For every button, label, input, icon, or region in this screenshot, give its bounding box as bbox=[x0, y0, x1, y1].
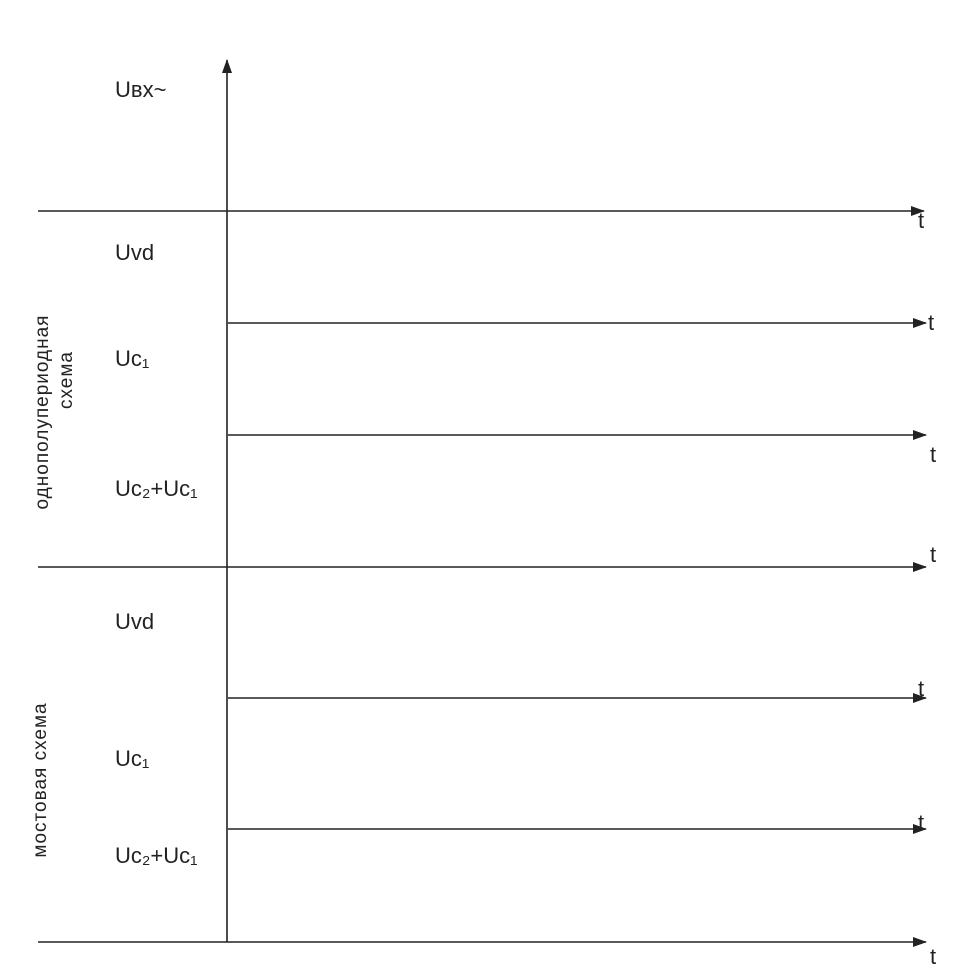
t-label: t bbox=[930, 542, 936, 567]
t-label: t bbox=[918, 810, 924, 835]
signal-label: Uc₁ bbox=[115, 746, 149, 771]
signal-label: Uc₁ bbox=[115, 346, 149, 371]
t-label: t bbox=[928, 310, 934, 335]
t-label: t bbox=[918, 208, 924, 233]
signal-label: Uc₂+Uc₁ bbox=[115, 843, 198, 868]
signal-label: Uvd bbox=[115, 240, 154, 265]
section-label: мостовая схема bbox=[30, 702, 51, 857]
signal-label: Uvd bbox=[115, 609, 154, 634]
section-label: однополупериодная bbox=[32, 315, 53, 510]
signal-label: Uвх~ bbox=[115, 77, 166, 102]
t-label: t bbox=[918, 676, 924, 701]
t-label: t bbox=[930, 944, 936, 969]
section-label: схема bbox=[56, 351, 77, 409]
t-label: t bbox=[930, 442, 936, 467]
signal-label: Uc₂+Uc₁ bbox=[115, 476, 198, 501]
